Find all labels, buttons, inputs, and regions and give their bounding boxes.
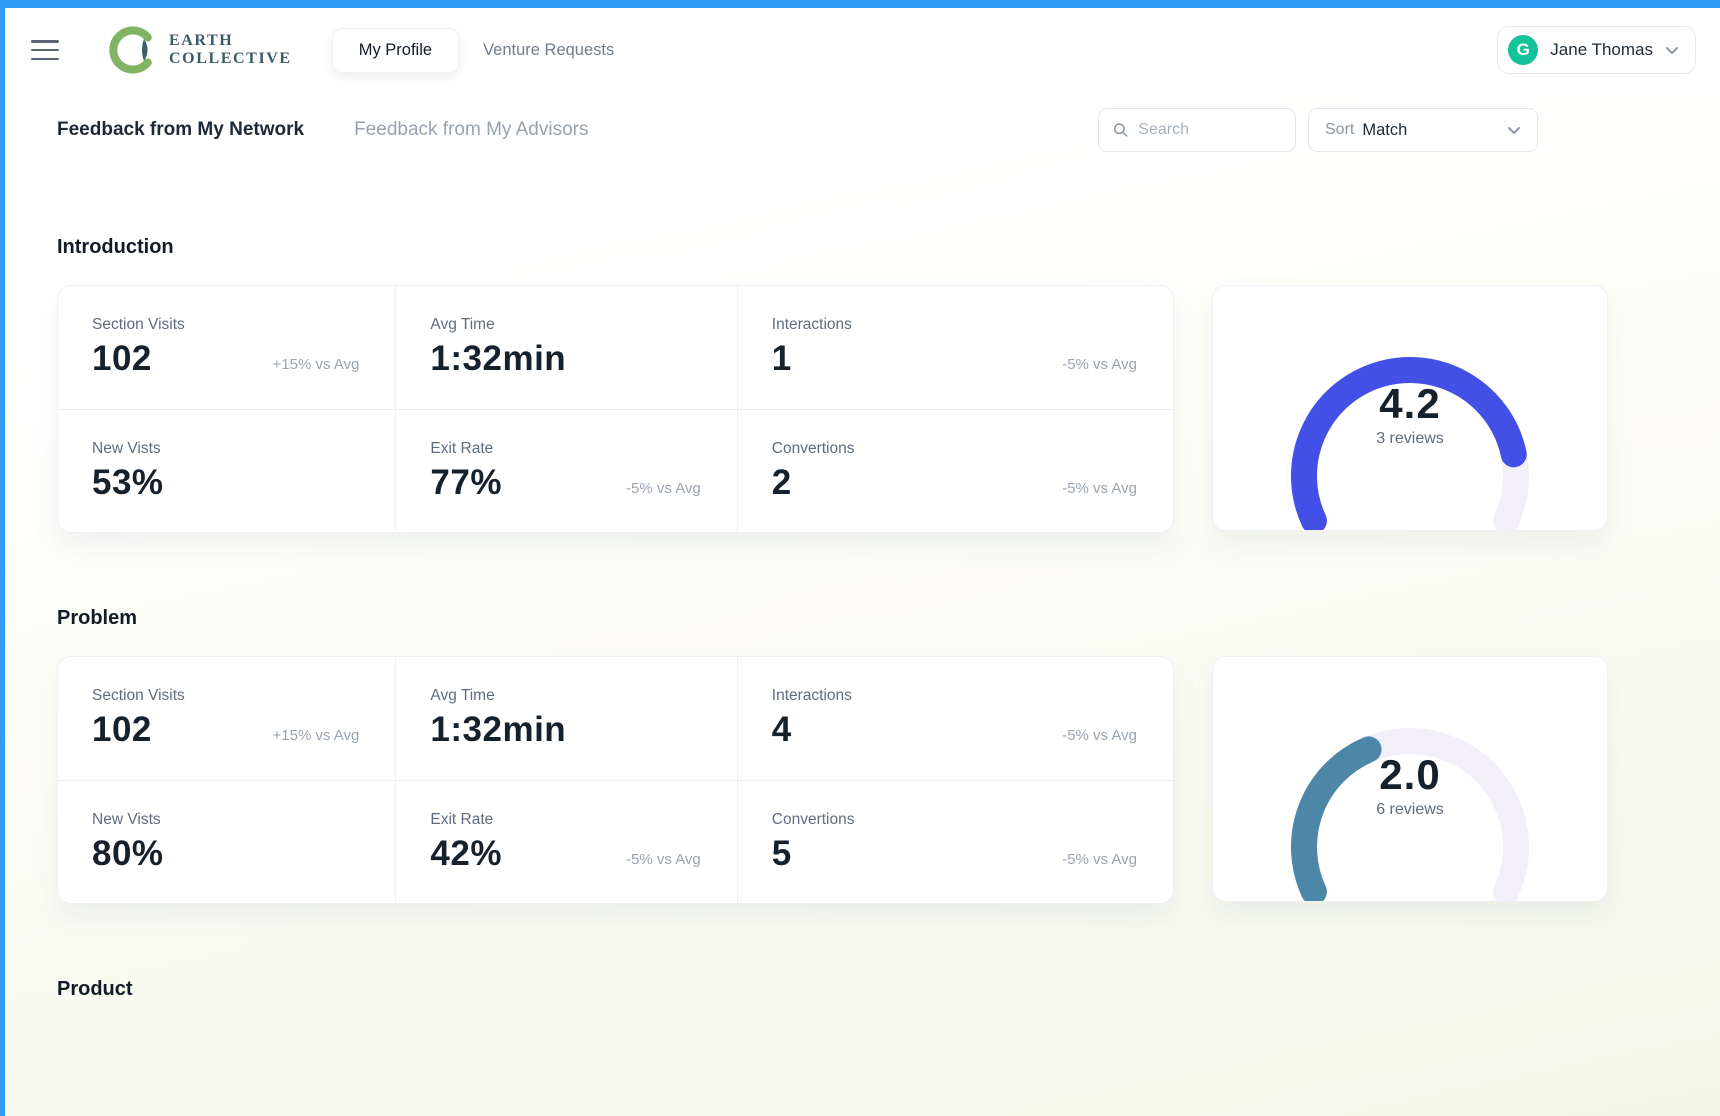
metric-delta: -5% vs Avg (1062, 850, 1137, 868)
metric-value: 5 (771, 834, 792, 873)
user-menu-button[interactable]: G Jane Thomas (1497, 26, 1696, 74)
metric-value: 102 (92, 710, 152, 749)
metric-delta: -5% vs Avg (1062, 726, 1137, 744)
hamburger-menu-icon[interactable] (31, 38, 65, 62)
logo-text: EARTH COLLECTIVE (169, 31, 292, 67)
metric-cell: Convertions 2 -5% vs Avg (736, 409, 1173, 532)
metric-cell: Convertions 5 -5% vs Avg (736, 780, 1173, 903)
metric-cell: New Vists 53% (58, 409, 396, 532)
sort-value: Match (1362, 120, 1408, 139)
controls-row: Feedback from My Network Feedback from M… (57, 108, 1538, 152)
sort-dropdown[interactable]: Sort Match (1308, 108, 1538, 152)
search-icon (1113, 123, 1128, 137)
section-row: Section Visits 102 +15% vs Avg Avg Time 1:32… (57, 656, 1608, 904)
metric-cell: Exit Rate 42% -5% vs Avg (395, 780, 737, 903)
gauge-rating-value: 2.0 (1379, 751, 1441, 798)
section-heading: Problem (57, 607, 138, 629)
user-avatar: G (1508, 35, 1539, 65)
metric-value: 53% (92, 463, 164, 502)
metrics-card: Section Visits 102 +15% vs Avg Avg Time 1:32… (57, 285, 1174, 533)
sort-label: Sort (1325, 121, 1355, 138)
gauge-reviews-count: 6 reviews (1376, 801, 1444, 818)
section-row: Section Visits 102 +15% vs Avg Avg Time 1:32… (57, 285, 1608, 533)
metric-delta: +15% vs Avg (272, 726, 360, 744)
rating-gauge-icon (1291, 357, 1529, 530)
tab-feedback-advisors[interactable]: Feedback from My Advisors (354, 119, 589, 140)
metric-value: 1:32min (430, 710, 567, 749)
chevron-down-icon (1508, 126, 1520, 134)
metric-value: 77% (430, 463, 502, 502)
metric-value: 80% (92, 834, 164, 873)
metric-label: New Vists (92, 440, 161, 457)
nav-my-profile-button[interactable]: My Profile (331, 27, 460, 73)
metric-label: Interactions (771, 316, 852, 333)
nav-venture-requests-link[interactable]: Venture Requests (483, 40, 615, 59)
tab-feedback-network[interactable]: Feedback from My Network (57, 119, 305, 140)
metrics-card: Section Visits 102 +15% vs Avg Avg Time 1:32… (57, 656, 1174, 904)
metric-value: 1:32min (430, 339, 567, 378)
top-navbar: EARTH COLLECTIVE My Profile Venture Requ… (5, 8, 1720, 92)
gauge-rating-value: 4.2 (1379, 380, 1441, 427)
metric-label: Avg Time (430, 687, 495, 704)
rating-gauge-card: 2.0 6 reviews (1212, 656, 1608, 902)
metric-label: Convertions (771, 440, 855, 457)
logo-mark-icon (109, 26, 152, 74)
section-block: Introduction Section Visits 102 +15% vs Av… (57, 236, 1608, 533)
metric-delta: -5% vs Avg (1062, 479, 1137, 497)
sections-container: Introduction Section Visits 102 +15% vs Av… (57, 236, 1608, 1001)
logo[interactable]: EARTH COLLECTIVE (107, 24, 292, 76)
metric-value: 42% (430, 834, 502, 873)
metric-delta: -5% vs Avg (626, 850, 701, 868)
chevron-down-icon (1666, 46, 1678, 54)
section-heading: Introduction (57, 236, 174, 258)
metric-label: Interactions (771, 687, 852, 704)
metric-value: 2 (771, 463, 792, 502)
metric-delta: -5% vs Avg (626, 479, 701, 497)
section-block: Product (57, 978, 1608, 1001)
metric-cell: Section Visits 102 +15% vs Avg (58, 657, 395, 780)
metric-value: 1 (771, 339, 792, 378)
user-name: Jane Thomas (1550, 40, 1653, 59)
section-heading: Product (57, 978, 133, 1000)
metric-value: 102 (92, 339, 152, 378)
search-box (1098, 108, 1296, 152)
metric-delta: -5% vs Avg (1062, 355, 1137, 373)
metric-label: Section Visits (92, 316, 185, 333)
rating-gauge-card: 4.2 3 reviews (1212, 285, 1608, 531)
gauge-reviews-count: 3 reviews (1376, 430, 1444, 447)
metric-label: Section Visits (92, 687, 185, 704)
metric-label: Exit Rate (430, 811, 494, 828)
search-input[interactable] (1138, 121, 1281, 139)
metric-label: New Vists (92, 811, 161, 828)
metric-label: Convertions (771, 811, 855, 828)
metric-cell: Interactions 1 -5% vs Avg (736, 286, 1173, 409)
metric-label: Exit Rate (430, 440, 494, 457)
metric-cell: Exit Rate 77% -5% vs Avg (395, 409, 737, 532)
metric-delta: +15% vs Avg (272, 355, 360, 373)
rating-gauge-icon (1291, 728, 1529, 901)
metric-value: 4 (771, 710, 792, 749)
metric-cell: Avg Time 1:32min (395, 657, 736, 780)
metric-label: Avg Time (430, 316, 495, 333)
metric-cell: Avg Time 1:32min (395, 286, 736, 409)
metric-cell: Section Visits 102 +15% vs Avg (58, 286, 395, 409)
metric-cell: Interactions 4 -5% vs Avg (736, 657, 1173, 780)
section-block: Problem Section Visits 102 +15% vs Avg Avg … (57, 607, 1608, 904)
metric-cell: New Vists 80% (58, 780, 396, 903)
